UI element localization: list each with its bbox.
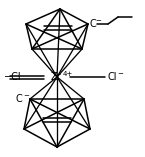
Text: −: − bbox=[117, 71, 123, 77]
Text: 4+: 4+ bbox=[63, 71, 73, 77]
Text: C: C bbox=[89, 19, 96, 29]
Text: Zr: Zr bbox=[51, 72, 61, 82]
Text: −: − bbox=[95, 18, 101, 24]
Text: −Cl: −Cl bbox=[4, 72, 22, 82]
Text: Cl: Cl bbox=[107, 72, 116, 82]
Text: −: − bbox=[23, 93, 29, 99]
Text: C: C bbox=[15, 94, 22, 104]
